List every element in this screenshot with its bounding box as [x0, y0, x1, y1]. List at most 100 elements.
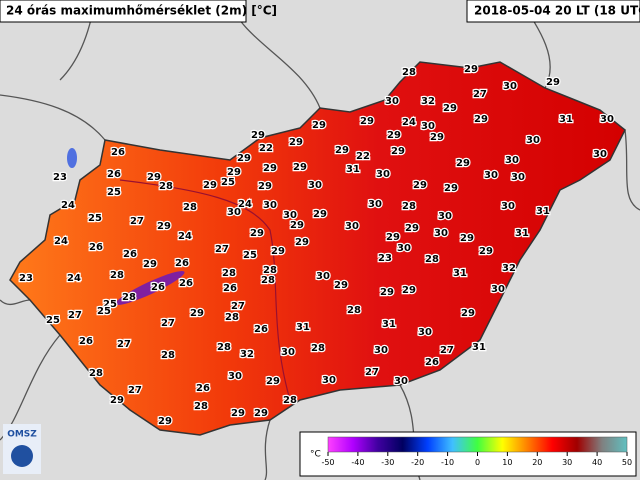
station-value: 29: [237, 153, 251, 164]
station-value: 27: [365, 367, 379, 378]
station-value: 30: [593, 149, 607, 160]
station-value: 29: [474, 114, 488, 125]
station-value: 30: [418, 327, 432, 338]
station-value: 25: [103, 299, 117, 310]
legend-unit: °C: [310, 450, 321, 460]
station-value: 27: [117, 339, 131, 350]
station-value: 23: [53, 172, 67, 183]
station-value: 29: [380, 287, 394, 298]
station-value: 25: [243, 250, 257, 261]
station-value: 28: [217, 342, 231, 353]
station-value: 29: [405, 223, 419, 234]
station-value: 26: [175, 258, 189, 269]
station-value: 30: [345, 221, 359, 232]
station-value: 30: [281, 347, 295, 358]
station-value: 26: [425, 357, 439, 368]
station-value: 29: [413, 180, 427, 191]
station-value: 26: [89, 242, 103, 253]
station-value: 29: [143, 259, 157, 270]
station-value: 29: [231, 408, 245, 419]
station-value: 27: [130, 216, 144, 227]
colorbar-tick-label: -10: [441, 458, 454, 467]
station-value: 30: [600, 114, 614, 125]
station-value: 29: [402, 285, 416, 296]
station-value: 28: [122, 292, 136, 303]
station-value: 25: [107, 187, 121, 198]
station-value: 30: [484, 170, 498, 181]
station-value: 28: [347, 305, 361, 316]
colorbar-tick-label: 0: [475, 458, 480, 467]
station-value: 27: [440, 345, 454, 356]
station-value: 29: [293, 162, 307, 173]
station-value: 29: [430, 132, 444, 143]
station-value: 26: [107, 169, 121, 180]
station-value: 32: [502, 263, 516, 274]
station-value: 29: [147, 172, 161, 183]
station-value: 29: [479, 246, 493, 257]
station-value: 29: [254, 408, 268, 419]
station-value: 26: [196, 383, 210, 394]
station-value: 28: [194, 401, 208, 412]
station-value: 29: [289, 137, 303, 148]
station-value: 31: [296, 322, 310, 333]
station-value: 27: [215, 244, 229, 255]
station-value: 23: [378, 253, 392, 264]
station-value: 29: [290, 220, 304, 231]
station-value: 30: [283, 210, 297, 221]
station-value: 29: [387, 130, 401, 141]
station-value: 28: [110, 270, 124, 281]
station-value: 24: [238, 199, 252, 210]
station-value: 22: [259, 143, 273, 154]
station-value: 29: [460, 233, 474, 244]
station-value: 30: [316, 271, 330, 282]
station-value: 29: [263, 163, 277, 174]
station-value: 29: [386, 232, 400, 243]
station-value: 26: [79, 336, 93, 347]
colorbar: -50 -40 -30 -20 -10 0 10 20 30 40 50: [321, 436, 632, 467]
station-value: 30: [368, 199, 382, 210]
colorbar-tick-label: 40: [592, 458, 602, 467]
station-value: 29: [250, 228, 264, 239]
station-value: 31: [453, 268, 467, 279]
station-value: 25: [46, 315, 60, 326]
station-value: 28: [222, 268, 236, 279]
station-value: 28: [225, 312, 239, 323]
station-value: 30: [263, 200, 277, 211]
station-value: 29: [443, 103, 457, 114]
station-value: 28: [402, 201, 416, 212]
station-value: 24: [178, 231, 192, 242]
station-value: 26: [223, 283, 237, 294]
station-value: 29: [313, 209, 327, 220]
station-value: 22: [356, 151, 370, 162]
station-value: 30: [227, 207, 241, 218]
station-value: 29: [266, 376, 280, 387]
country: [9, 61, 626, 436]
station-value: 31: [536, 206, 550, 217]
station-value: 30: [526, 135, 540, 146]
title: 24 órás maximumhőmérséklet (2m) [°C]: [6, 4, 277, 18]
station-value: 30: [434, 228, 448, 239]
station-value: 29: [461, 308, 475, 319]
colorbar-tick-label: 10: [502, 458, 512, 467]
station-value: 28: [89, 368, 103, 379]
station-value: 28: [402, 67, 416, 78]
station-value: 29: [360, 116, 374, 127]
time-box: [466, 0, 640, 23]
station-value: 27: [68, 310, 82, 321]
station-value: 27: [473, 89, 487, 100]
station-value: 26: [111, 147, 125, 158]
station-value: 29: [251, 130, 265, 141]
colorbar-fill: [327, 436, 628, 453]
station-value: 30: [228, 371, 242, 382]
station-value: 24: [54, 236, 68, 247]
station-value: 28: [183, 202, 197, 213]
station-value: 28: [283, 395, 297, 406]
station-value: 28: [261, 275, 275, 286]
station-value: 29: [312, 120, 326, 131]
station-value: 30: [421, 121, 435, 132]
lake-ferto: [67, 148, 77, 168]
station-value: 29: [464, 64, 478, 75]
station-value: 29: [295, 237, 309, 248]
station-value: 29: [546, 77, 560, 88]
